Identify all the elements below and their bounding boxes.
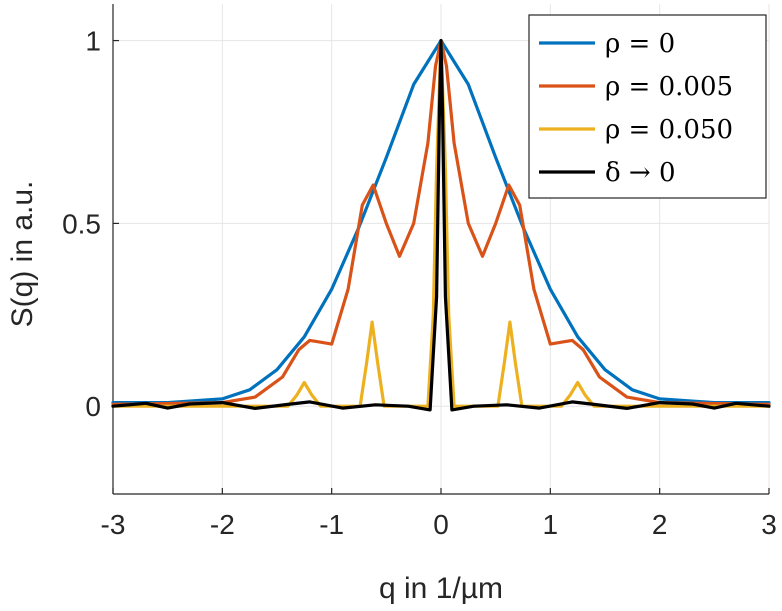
x-tick-label: 3 [761,509,777,540]
tick-labels: -3 -2 -1 0 1 2 3 0 0.5 1 [62,26,777,540]
y-tick-label: 0.5 [62,208,101,239]
x-tick-label: -1 [319,509,344,540]
y-tick-label: 1 [85,26,101,57]
legend-box [528,14,767,199]
x-tick-label: 2 [652,509,668,540]
y-tick-label: 0 [85,391,101,422]
legend-label: ρ = 0 [605,29,675,59]
series-line-3 [111,38,771,412]
x-axis-title: q in 1/µm [379,572,503,605]
x-tick-label: -2 [210,509,235,540]
legend-label: δ → 0 [605,158,676,188]
series-layer [111,38,771,412]
x-tick-label: 1 [543,509,559,540]
x-tick-label: 0 [433,509,449,540]
legend: ρ = 0 ρ = 0.005 ρ = 0.050 δ → 0 [528,14,767,199]
y-axis-title: S(q) in a.u. [6,181,39,328]
legend-label: ρ = 0.050 [605,115,733,145]
x-tick-label: -3 [101,509,126,540]
legend-label: ρ = 0.005 [605,72,733,102]
